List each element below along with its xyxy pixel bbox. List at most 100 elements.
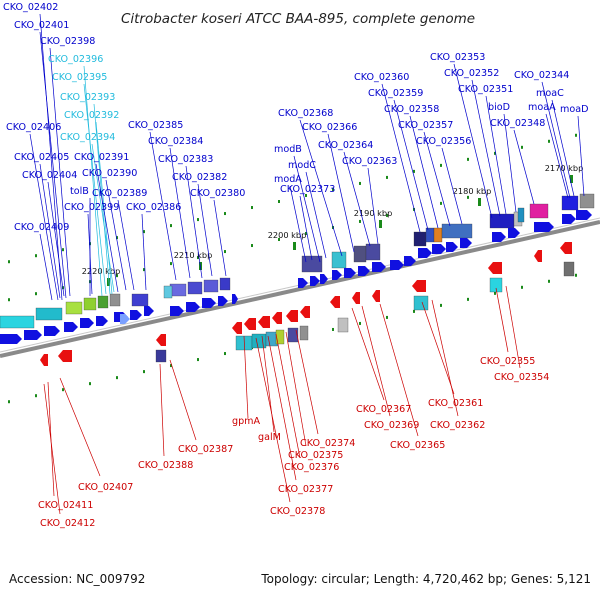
- gene-label: CKO_02364: [318, 140, 373, 151]
- leader-line: [577, 115, 585, 197]
- forward-gene-arrow: [130, 310, 142, 320]
- forward-gene-arrow: [310, 276, 320, 286]
- tick-mark: [305, 231, 307, 235]
- reverse-gene-arrow: [40, 354, 48, 366]
- leader-line: [441, 147, 463, 225]
- leader-line: [169, 359, 197, 441]
- gene-label: CKO_02354: [494, 372, 549, 383]
- leader-line: [471, 79, 501, 217]
- scale-label: 2200 kbp: [268, 230, 307, 240]
- forward-gene-arrow: [446, 242, 458, 252]
- gene-label: CKO_02369: [364, 420, 419, 431]
- gene-label: bioD: [488, 102, 510, 113]
- gene-label: CKO_02375: [288, 450, 343, 461]
- gene-label: moaA: [528, 102, 556, 113]
- gene-label: CKO_02382: [172, 172, 227, 183]
- leader-line: [43, 383, 61, 515]
- leader-line: [299, 119, 343, 257]
- gene-label: CKO_02366: [302, 122, 357, 133]
- gene-block: [287, 327, 299, 343]
- gene-label: CKO_02401: [14, 20, 69, 31]
- leader-line: [213, 199, 227, 277]
- tick-mark: [440, 303, 442, 307]
- leader-line: [159, 363, 165, 457]
- gene-label: CKO_02365: [390, 440, 445, 451]
- leader-line: [275, 333, 301, 459]
- gene-label: CKO_02362: [430, 420, 485, 431]
- reverse-gene-arrow: [372, 290, 380, 302]
- gene-label: gpmA: [232, 416, 261, 427]
- tick-mark: [359, 219, 361, 223]
- gene-block: [83, 297, 97, 311]
- gene-label: moaD: [560, 104, 588, 115]
- forward-gene-arrow: [186, 302, 200, 312]
- leader-line: [343, 151, 371, 247]
- leader-line: [169, 147, 191, 279]
- reverse-gene-arrow: [156, 334, 166, 346]
- gene-label: CKO_02377: [278, 484, 333, 495]
- reverse-gene-arrow: [244, 318, 256, 330]
- tick-mark: [143, 230, 145, 234]
- forward-gene-arrow: [44, 326, 60, 336]
- gene-block: [251, 333, 267, 349]
- gene-block: [529, 203, 549, 219]
- leader-line: [95, 163, 119, 293]
- tick-mark: [386, 213, 388, 217]
- leader-line: [39, 163, 61, 299]
- tick-mark: [359, 321, 361, 325]
- leader-line: [39, 233, 53, 301]
- forward-gene-arrow: [534, 222, 554, 232]
- tick-mark: [548, 139, 550, 143]
- label-layer: CKO_02402 CKO_02401 CKO_02398 CKO_02396 CKO_…: [3, 2, 588, 529]
- leader-line: [423, 131, 451, 227]
- leader-line: [59, 377, 101, 477]
- tick-mark: [143, 370, 145, 374]
- tick-mark: [170, 364, 172, 368]
- gene-label: CKO_02389: [92, 188, 147, 199]
- major-tick: [478, 198, 481, 206]
- tick-mark: [386, 315, 388, 319]
- leader-line: [29, 133, 59, 301]
- reverse-gene-arrow: [272, 312, 282, 324]
- scale-label: 2210 kbp: [174, 250, 213, 260]
- gene-label: CKO_02376: [284, 462, 339, 473]
- gene-label: CKO_02355: [480, 356, 535, 367]
- gene-block: [169, 283, 187, 297]
- leader-line: [243, 335, 249, 419]
- tick-mark: [575, 133, 577, 137]
- tick-mark: [197, 256, 199, 260]
- leader-line: [541, 81, 571, 199]
- tick-mark: [8, 400, 10, 404]
- major-tick: [293, 242, 296, 250]
- leader-line: [381, 83, 421, 233]
- map-title: Citrobacter koseri ATCC BAA-895, complet…: [121, 11, 475, 27]
- genome-backbone: [0, 220, 600, 358]
- leader-line: [495, 287, 509, 353]
- gene-label: CKO_02352: [444, 68, 499, 79]
- gene-label: CKO_02356: [416, 136, 471, 147]
- gene-label: CKO_02387: [178, 444, 233, 455]
- gene-block: [275, 329, 285, 345]
- gene-label: CKO_02368: [278, 108, 333, 119]
- reverse-gene-arrow: [300, 306, 310, 318]
- gene-block: [301, 255, 323, 273]
- leader-line: [505, 285, 521, 369]
- tick-mark: [143, 268, 145, 272]
- forward-gene-arrow: [320, 274, 328, 284]
- gene-block: [65, 301, 83, 315]
- leader-line: [91, 143, 115, 293]
- tick-mark: [494, 151, 496, 155]
- gene-label: CKO_02353: [430, 52, 485, 63]
- gene-label: CKO_02351: [458, 84, 513, 95]
- gene-label: CKO_02388: [138, 460, 193, 471]
- tick-mark: [521, 285, 523, 289]
- forward-gene-arrow: [144, 306, 154, 316]
- tick-mark: [197, 218, 199, 222]
- forward-gene-arrow: [24, 330, 42, 340]
- gene-block: [331, 251, 347, 269]
- gene-label: CKO_02395: [52, 72, 107, 83]
- forward-gene-arrow: [0, 334, 22, 344]
- gene-label: CKO_02407: [78, 482, 133, 493]
- leader-line: [293, 155, 321, 263]
- tick-mark: [548, 279, 550, 283]
